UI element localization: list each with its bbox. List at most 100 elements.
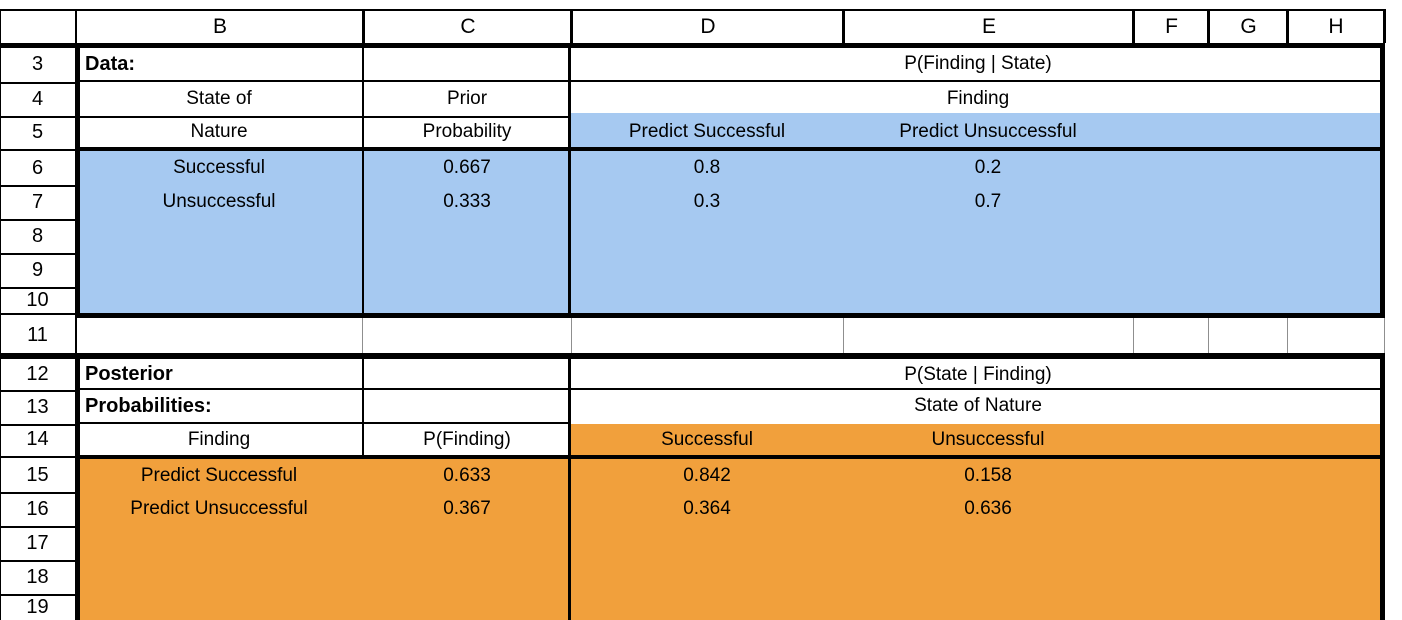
column-header-F[interactable]: F [1133,9,1208,43]
border-line [0,253,76,255]
column-header-D[interactable]: D [571,9,843,43]
data-table-blue-fill-left [75,151,571,313]
cell-C4-prior[interactable]: Prior [446,88,488,109]
cell-C14-p-finding-header[interactable]: P(Finding) [423,428,511,450]
border-line [75,313,1385,318]
border-line [77,80,1383,82]
border-line [0,185,76,187]
row-header-18[interactable]: 18 [26,565,49,588]
cell-B3-data-title[interactable]: Data: [85,52,136,75]
cell-E7-value[interactable]: 0.7 [974,191,1002,212]
border-line [77,455,1383,459]
cell-E16-value[interactable]: 0.636 [964,498,1012,519]
border-line [75,48,80,313]
cell-B16-predict-unsuccessful[interactable]: Predict Unsuccessful [130,498,308,519]
border-line [0,594,76,596]
gridline [1384,318,1385,353]
cell-D4-finding-group[interactable]: Finding [946,88,1010,109]
cell-D7-value[interactable]: 0.3 [693,191,721,212]
cell-D5-predict-successful-header[interactable]: Predict Successful [628,120,786,142]
border-line [0,219,76,221]
column-header-E[interactable]: E [843,9,1133,43]
border-line [77,116,568,118]
select-all-corner[interactable] [0,9,75,43]
cell-D15-value[interactable]: 0.842 [683,464,731,486]
gridline [1287,318,1288,353]
border-line [0,287,76,289]
border-line [75,359,80,620]
cell-B15-predict-successful[interactable]: Predict Successful [140,464,298,486]
row-header-8[interactable]: 8 [31,224,44,247]
cell-B13-probabilities-title[interactable]: Probabilities: [85,394,212,417]
cell-C7-prior-unsuccessful[interactable]: 0.333 [443,191,491,212]
cell-D13-state-group[interactable]: State of Nature [914,395,1042,416]
border-line [362,151,364,313]
border-line [0,43,1385,48]
border-line [0,390,76,392]
cell-C16-p-finding-value[interactable]: 0.367 [443,498,491,519]
gridline [1133,318,1134,353]
border-line [75,318,77,353]
border-line [77,388,1383,390]
row-header-4[interactable]: 4 [31,87,44,110]
cell-D6-value[interactable]: 0.8 [693,157,721,178]
row-header-17[interactable]: 17 [26,531,49,554]
data-table-blue-fill-right [571,113,1385,313]
cell-E5-predict-unsuccessful-header[interactable]: Predict Unsuccessful [899,120,1077,142]
row-header-11[interactable]: 11 [27,324,48,346]
row-header-12[interactable]: 12 [26,363,49,385]
border-line [568,359,571,620]
border-line [0,116,76,118]
cell-D14-successful-header[interactable]: Successful [661,428,753,450]
row-header-15[interactable]: 15 [26,464,49,486]
row-header-16[interactable]: 16 [26,497,49,520]
border-line [568,48,571,313]
row-header-3[interactable]: 3 [31,52,44,75]
column-header-G[interactable]: G [1208,9,1287,43]
cell-D16-value[interactable]: 0.364 [683,498,731,519]
border-line [77,147,1383,151]
cell-B14-finding-header[interactable]: Finding [187,428,251,450]
gridline [1208,318,1209,353]
border-line [1384,9,1386,43]
cell-E15-value[interactable]: 0.158 [964,464,1012,486]
border-line [0,149,76,151]
border-line [1380,359,1385,620]
gridline [843,318,844,353]
posterior-orange-fill-left [75,459,571,620]
cell-B12-posterior-title[interactable]: Posterior [85,363,173,385]
border-line [0,313,76,315]
cell-E6-value[interactable]: 0.2 [974,157,1002,178]
row-header-5[interactable]: 5 [31,121,44,143]
border-line [362,359,364,455]
row-header-13[interactable]: 13 [26,395,49,418]
cell-B5-nature[interactable]: Nature [190,120,248,142]
border-line [0,526,76,528]
row-header-14[interactable]: 14 [26,428,49,450]
column-header-H[interactable]: H [1287,9,1385,43]
cell-C6-prior-successful[interactable]: 0.667 [443,157,491,178]
border-line [362,48,364,147]
cell-E14-unsuccessful-header[interactable]: Unsuccessful [931,428,1045,450]
border-line [0,353,1385,359]
gridline [362,318,363,353]
cell-B6-successful[interactable]: Successful [173,157,265,178]
column-header-B[interactable]: B [75,9,363,43]
row-header-9[interactable]: 9 [31,258,44,281]
row-header-19[interactable]: 19 [26,595,49,618]
row-header-10[interactable]: 10 [26,288,49,311]
cell-C5-probability[interactable]: Probability [422,120,512,142]
row-header-7[interactable]: 7 [31,190,44,213]
gridline [571,318,572,353]
cell-B7-unsuccessful[interactable]: Unsuccessful [162,191,276,212]
cell-C15-p-finding-value[interactable]: 0.633 [443,464,491,486]
border-line [0,82,76,84]
border-line [0,456,76,458]
cell-D3-merged-header[interactable]: P(Finding | State) [904,53,1052,74]
row-header-6[interactable]: 6 [31,156,44,179]
column-header-C[interactable]: C [363,9,571,43]
cell-B4-state-of[interactable]: State of [186,88,252,109]
border-line [1380,48,1385,313]
cell-D12-merged-header[interactable]: P(State | Finding) [904,363,1052,385]
